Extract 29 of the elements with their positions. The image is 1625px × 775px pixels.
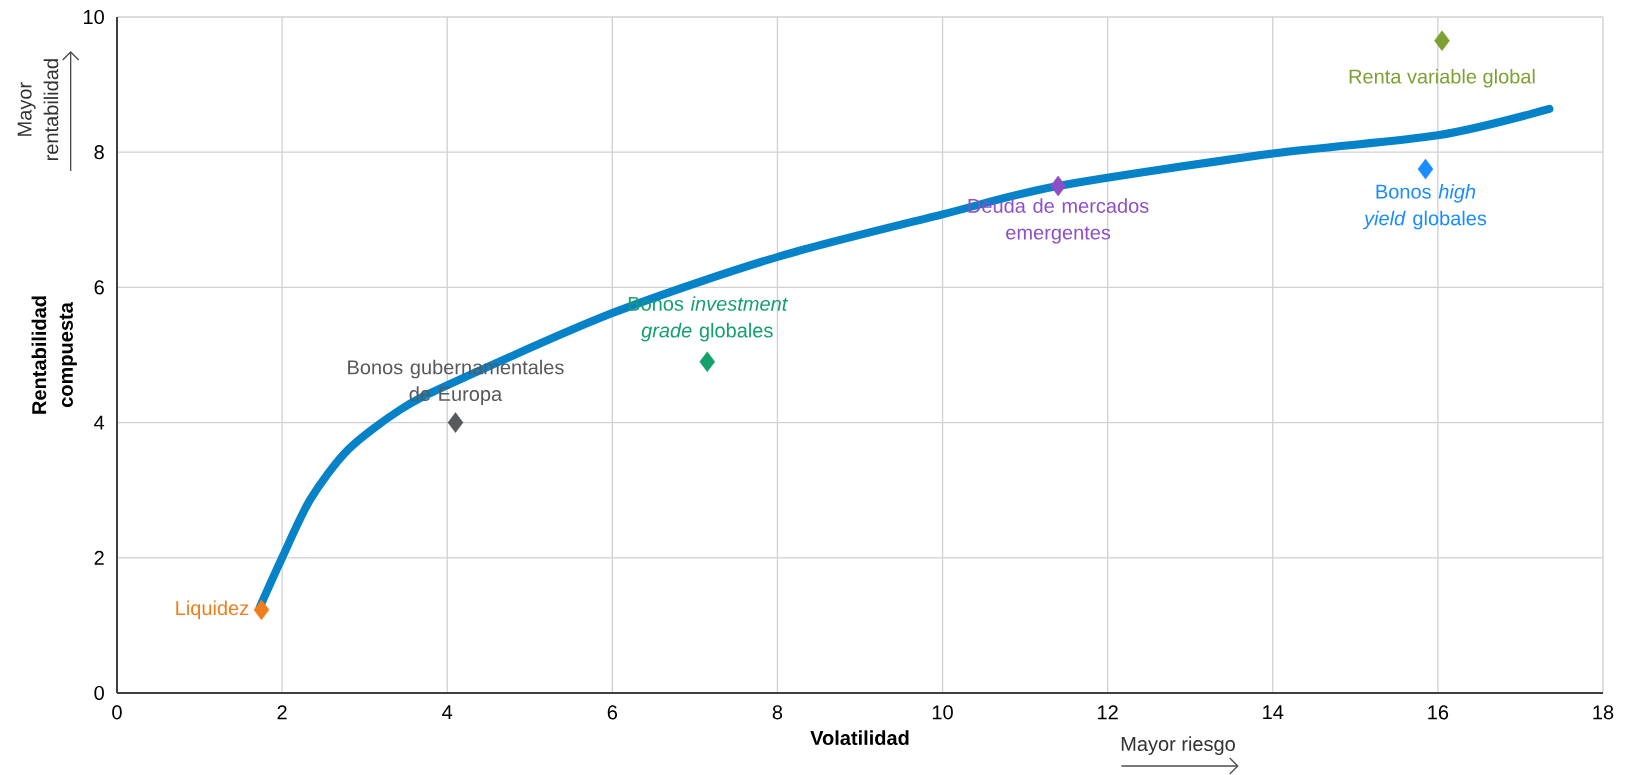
series-label: Liquidez bbox=[176, 600, 249, 620]
x-tick-label: 8 bbox=[772, 705, 783, 720]
text: Bonos high yield globales bbox=[1362, 184, 1487, 230]
x-tick-label: 14 bbox=[1263, 705, 1284, 720]
point bbox=[447, 412, 464, 433]
x-tick-label: 18 bbox=[1593, 705, 1614, 720]
x-axis-title: Volatilidad bbox=[810, 730, 909, 746]
x-tick-label: 0 bbox=[112, 705, 122, 720]
y-tick-label: 8 bbox=[94, 145, 104, 160]
point bbox=[699, 351, 716, 373]
text: Mayor rentabilidad bbox=[17, 59, 59, 161]
series-label: Renta variable global bbox=[1349, 68, 1535, 88]
point bbox=[1417, 158, 1434, 180]
x-tick-label: 10 bbox=[932, 705, 953, 720]
y-tick-label: 10 bbox=[84, 9, 104, 25]
x-tick-label: 16 bbox=[1428, 705, 1449, 720]
text: Mayor riesgo bbox=[1121, 736, 1235, 755]
point bbox=[1434, 30, 1450, 51]
y-tick-label: 6 bbox=[94, 280, 104, 295]
y-tick-label: 0 bbox=[94, 685, 104, 701]
y-tick-label: 2 bbox=[94, 550, 104, 565]
y-axis-title: Rentabilidad compuesta bbox=[31, 296, 77, 414]
x-tick-label: 2 bbox=[277, 705, 287, 720]
x-tick-label: 12 bbox=[1098, 705, 1118, 720]
x-tick-label: 6 bbox=[607, 705, 618, 720]
y-tick-label: 4 bbox=[94, 415, 105, 430]
point bbox=[253, 599, 270, 621]
x-tick-label: 4 bbox=[442, 705, 453, 720]
point bbox=[1050, 175, 1066, 197]
